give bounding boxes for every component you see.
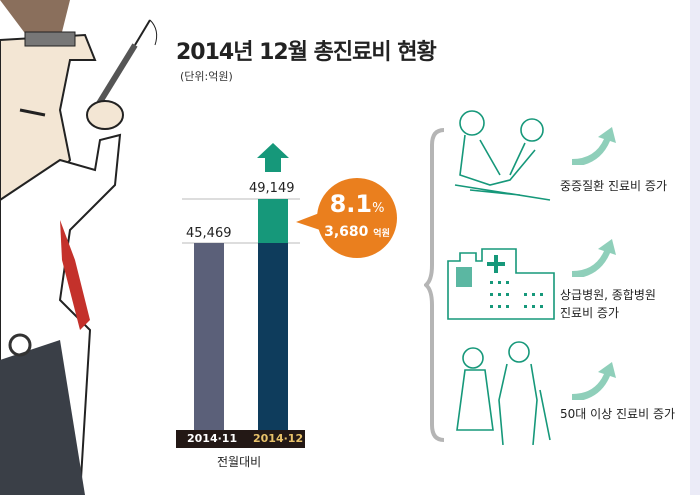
tick-2014-11: 2014·11 [187,432,238,445]
factor-label-hospitals: 상급병원, 종합병원 진료비 증가 [560,286,656,322]
increase-arrow-icon [572,239,616,277]
increase-arrow-icon [572,362,616,400]
unit-label: (단위:억원) [180,70,233,83]
bar-2014-12-increase [258,199,288,243]
elderly-couple-icon [456,341,551,445]
up-arrow-icon [257,143,289,172]
value-label-2014-12: 49,149 [249,181,295,196]
surgery-icon [454,110,551,201]
bar-chart [182,143,326,430]
value-label-2014-11: 45,469 [186,226,232,241]
change-bubble: 8.1% 3,680 억원 [317,178,397,258]
doctor-illustration-icon [0,0,158,495]
change-percent: 8.1% [317,190,397,218]
amount-unit: 억원 [373,229,390,239]
percent-unit: % [372,201,385,216]
amount-value: 3,680 [324,224,369,240]
bar-2014-12-base [258,243,288,430]
factor-label-line: 진료비 증가 [560,306,620,320]
factor-label-line: 상급병원, 종합병원 [560,288,656,302]
percent-value: 8.1 [329,190,373,218]
change-amount: 3,680 억원 [317,224,397,240]
increase-arrow-icon [572,127,616,165]
x-axis-band: 2014·11 2014·12 [176,430,305,448]
factor-label-age50plus: 50대 이상 진료비 증가 [560,407,676,421]
page-title: 2014년 12월 총진료비 현황 [176,40,437,65]
hospital-icon [447,248,555,320]
edge-strip [690,0,700,495]
factor-label-severe-disease: 중증질환 진료비 증가 [560,179,667,193]
bar-2014-11 [194,243,224,430]
tick-2014-12: 2014·12 [253,432,304,445]
brace-icon [424,128,445,442]
x-axis-label: 전월대비 [217,455,262,469]
